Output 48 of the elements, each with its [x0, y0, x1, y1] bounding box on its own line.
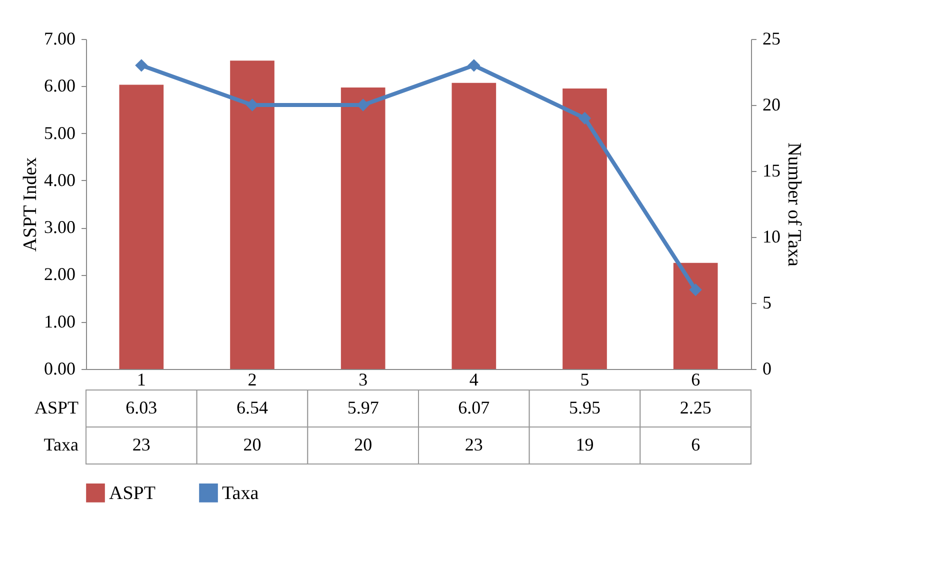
y2-tick-label: 25: [762, 28, 780, 48]
x-tick-label: 4: [469, 370, 478, 390]
data-label: 23: [132, 434, 150, 454]
y-tick-label: 1.00: [44, 311, 76, 332]
y-tick-label: 7.00: [44, 28, 76, 48]
legend-label: ASPT: [109, 482, 156, 504]
y-tick-label: 6.00: [44, 76, 76, 96]
legend-label: Taxa: [222, 482, 260, 504]
point: [468, 59, 480, 72]
bar: [562, 88, 607, 369]
y-axis-title: ASPT Index: [20, 156, 41, 252]
y-tick-label: 0.00: [44, 358, 76, 378]
data-label: 19: [576, 434, 594, 454]
data-label: 6.03: [126, 398, 158, 418]
bar: [119, 84, 164, 369]
bar: [673, 262, 718, 369]
y-tick-label: 3.00: [44, 217, 76, 238]
y-tick-label: 4.00: [44, 170, 76, 190]
bar: [340, 88, 386, 369]
y-tick-label: 2.00: [44, 264, 76, 284]
y2-tick-label: 10: [762, 226, 780, 246]
x-tick-label: 6: [691, 370, 700, 390]
point: [135, 59, 148, 72]
x-tick-label: 1: [136, 370, 146, 390]
x-tick-label: 5: [580, 370, 590, 390]
data-label: 20: [354, 434, 372, 454]
data-label: 20: [243, 434, 262, 454]
y2-tick-label: 0: [762, 358, 772, 378]
text: ASPT: [34, 398, 78, 418]
point: [578, 112, 592, 125]
y2-tick-label: 15: [762, 160, 780, 180]
bar: [230, 60, 274, 369]
y2-tick-label: 20: [762, 94, 780, 114]
data-label: 23: [464, 434, 483, 454]
data-label: 2.25: [680, 398, 712, 418]
y2-tick-label: 5: [762, 292, 772, 312]
x-tick-label: 2: [248, 370, 257, 390]
data-label: 5.97: [347, 398, 379, 418]
point: [689, 283, 702, 296]
y2-axis-title: Number of Taxa: [784, 142, 804, 268]
x-tick-label: 3: [358, 370, 368, 390]
bar: [452, 82, 496, 369]
data-label: 6: [691, 434, 700, 454]
data-label: 6.07: [458, 398, 490, 418]
text: Taxa: [44, 434, 78, 454]
data-label: 6.54: [236, 398, 268, 418]
y-tick-label: 5.00: [44, 122, 76, 143]
data-label: 5.95: [569, 398, 600, 418]
